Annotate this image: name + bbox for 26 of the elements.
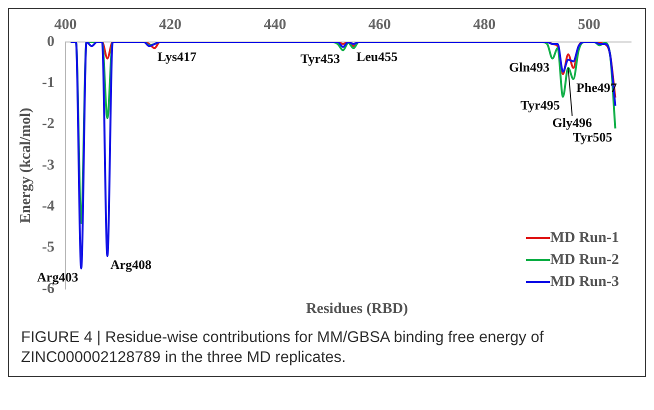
- legend-label: MD Run-2: [550, 252, 619, 268]
- x-tick-label: 420: [158, 16, 182, 33]
- annotation: Tyr453: [300, 51, 341, 66]
- annotation: Tyr505: [572, 129, 613, 144]
- y-tick-label: -4: [42, 198, 55, 215]
- legend-label: MD Run-1: [550, 230, 619, 246]
- y-tick-label: -2: [42, 116, 54, 132]
- x-axis-title: Residues (RBD): [304, 301, 410, 318]
- y-axis-title: Energy (kcal/mol): [18, 108, 34, 224]
- caption: FIGURE 4 | Residue-wise contributions for MM/GBSA binding free energy of ZINC000002128789 in the three MD replicates.: [20, 328, 545, 368]
- x-tick-label: 400: [54, 16, 77, 33]
- y-tick-label: -5: [42, 240, 54, 256]
- x-tick-label: 500: [578, 16, 600, 33]
- y-tick-label: -1: [42, 75, 54, 92]
- y-tick-label: -3: [42, 157, 54, 174]
- annotation: Gly496: [552, 114, 593, 130]
- x-tick-label: 440: [264, 16, 286, 33]
- x-tick-label: 480: [473, 16, 496, 33]
- y-tick-label: 0: [46, 34, 54, 50]
- annotation: Arg408: [110, 256, 152, 272]
- annotation: Gln493: [508, 59, 550, 74]
- annotation: Lys417: [158, 49, 198, 64]
- legend-label: MD Run-3: [550, 274, 619, 290]
- annotation: Tyr495: [520, 98, 560, 113]
- annotation: Leu455: [356, 49, 398, 64]
- x-tick-label: 460: [368, 16, 391, 33]
